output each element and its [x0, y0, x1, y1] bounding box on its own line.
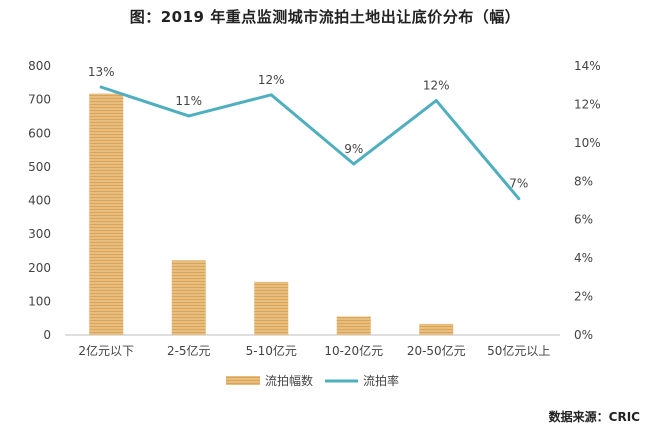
line-point [99, 85, 103, 89]
y-tick-label: 200 [28, 261, 51, 275]
x-tick-label: 2亿元以下 [78, 343, 134, 358]
y-tick-label: 300 [28, 227, 51, 241]
y2-tick-label: 10% [574, 136, 601, 150]
line-path [99, 85, 521, 201]
y2-tick-label: 8% [574, 174, 593, 188]
data-label: 7% [509, 177, 528, 191]
y2-tick-label: 2% [574, 290, 593, 304]
line-point [269, 93, 273, 97]
y2-tick-label: 4% [574, 251, 593, 265]
y-tick-label: 0 [43, 328, 51, 342]
y-tick-label: 600 [28, 126, 51, 140]
line-point [517, 197, 521, 201]
legend-label-line: 流拍率 [363, 373, 399, 388]
y-tick-label: 700 [28, 93, 51, 107]
legend-label-bar: 流拍幅数 [265, 373, 313, 388]
data-label: 12% [423, 79, 450, 93]
legend-swatch-bar [226, 376, 260, 385]
bar [89, 93, 124, 335]
page-title: 图：2019 年重点监测城市流拍土地出让底价分布（幅） [129, 8, 521, 26]
y2-tick-label: 12% [574, 97, 601, 111]
x-tick-label: 20-50亿元 [407, 343, 466, 358]
bar [419, 323, 454, 335]
y2-tick-label: 0% [574, 328, 593, 342]
chart-legend: 流拍幅数 流拍率 [226, 373, 399, 388]
x-tick-label: 5-10亿元 [246, 343, 297, 358]
bar [254, 281, 289, 335]
y-tick-label: 100 [28, 294, 51, 308]
data-label: 11% [175, 94, 202, 108]
line-point [187, 114, 191, 118]
line-point [434, 99, 438, 103]
line-point [352, 162, 356, 166]
y-tick-label: 500 [28, 160, 51, 174]
source-note: 数据来源：CRIC [548, 410, 640, 424]
bar [336, 316, 371, 335]
bar-series [89, 93, 454, 335]
data-label: 12% [258, 73, 285, 87]
line-series: 13% 11% 12% 9% 12% 7% [88, 65, 528, 201]
data-label: 13% [88, 65, 115, 79]
x-tick-label: 50亿元以上 [487, 343, 550, 358]
data-label: 9% [344, 142, 363, 156]
bar [171, 260, 206, 335]
y-tick-label: 800 [28, 59, 51, 73]
y2-tick-label: 6% [574, 213, 593, 227]
chart-axes: 0 100 200 300 400 500 600 700 800 0% 2% 4% 6% 8% 10% 12… [28, 59, 601, 358]
y2-tick-label: 14% [574, 59, 601, 73]
x-tick-label: 2-5亿元 [167, 343, 211, 358]
y-tick-label: 400 [28, 194, 51, 208]
x-tick-label: 10-20亿元 [324, 343, 383, 358]
